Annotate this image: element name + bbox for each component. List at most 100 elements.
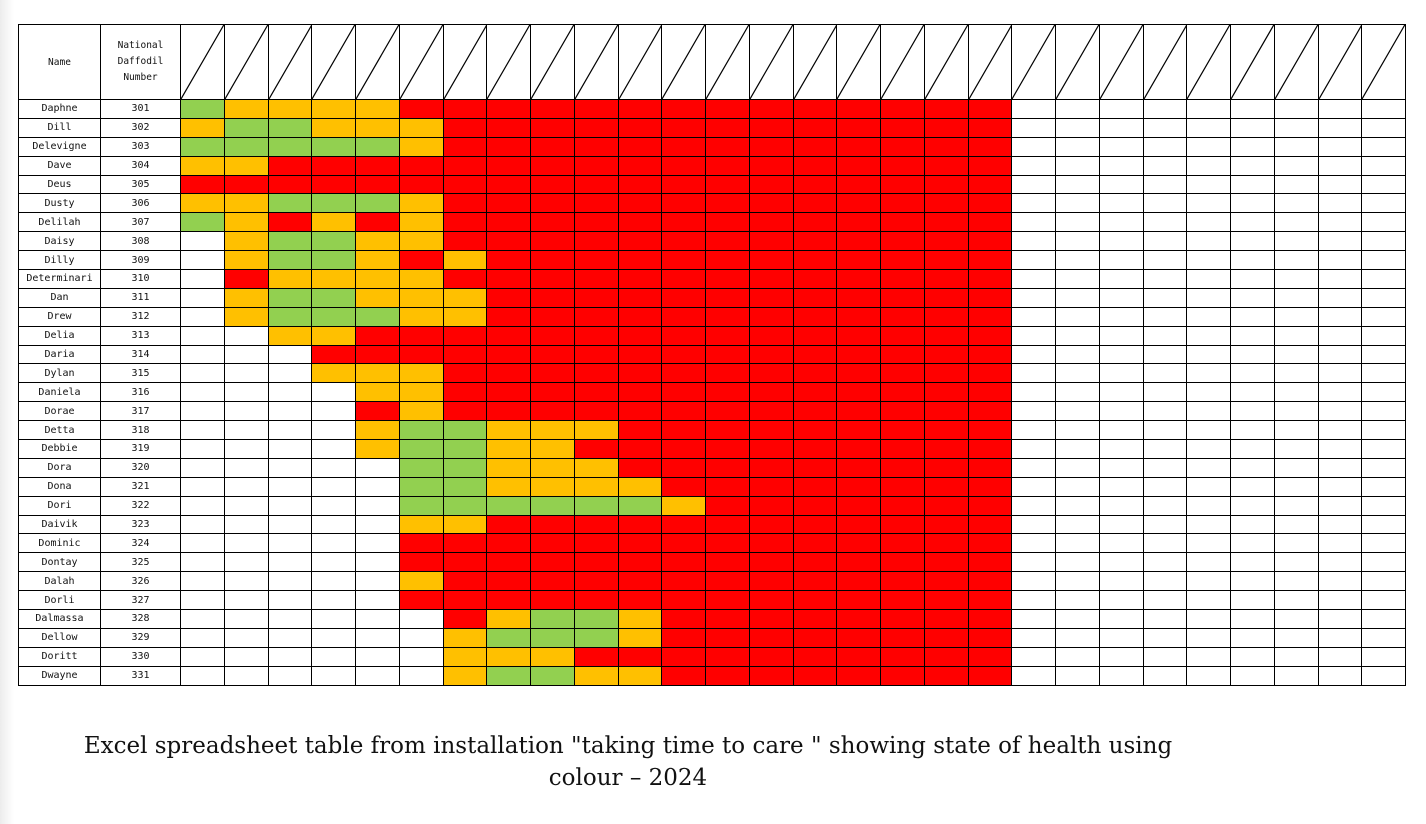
health-status-cell — [355, 136, 400, 157]
health-status-cell — [880, 212, 925, 233]
table-row: Dill 302 — [18, 117, 1406, 138]
daffodil-number-cell: 319 — [100, 439, 181, 459]
health-status-cell — [1011, 495, 1056, 516]
daffodil-number-cell: 311 — [100, 287, 181, 308]
health-status-cell — [1273, 344, 1319, 365]
health-status-cell — [617, 117, 663, 138]
health-status-cell — [223, 627, 269, 648]
health-status-cell — [311, 344, 356, 365]
health-status-cell — [180, 212, 225, 233]
health-status-cell — [180, 514, 225, 535]
health-status-cell — [573, 269, 619, 289]
health-status-cell — [530, 99, 575, 119]
health-status-cell — [617, 155, 663, 176]
health-status-cell — [836, 193, 881, 214]
health-status-cell — [180, 665, 225, 686]
name-cell: Dora — [18, 457, 101, 478]
health-status-cell — [267, 231, 313, 252]
health-status-cell — [311, 136, 356, 157]
health-status-cell — [267, 665, 313, 686]
health-status-cell — [355, 382, 400, 403]
health-status-cell — [705, 476, 750, 497]
health-status-cell — [1317, 231, 1363, 252]
table-row: Delia 313 — [18, 325, 1406, 346]
date-header — [486, 24, 531, 100]
health-status-cell — [661, 193, 706, 214]
health-status-cell — [1273, 590, 1319, 611]
health-status-cell — [705, 344, 750, 365]
health-status-cell — [398, 533, 444, 554]
health-status-cell — [1142, 590, 1188, 611]
health-status-cell — [748, 193, 794, 214]
health-status-cell — [705, 363, 750, 384]
health-status-cell — [1098, 193, 1144, 214]
health-status-cell — [1186, 231, 1231, 252]
health-status-cell — [923, 665, 969, 686]
health-status-cell — [573, 117, 619, 138]
health-status-cell — [398, 250, 444, 271]
health-status-cell — [398, 287, 444, 308]
health-status-cell — [1230, 155, 1275, 176]
health-status-cell — [1055, 212, 1100, 233]
health-status-cell — [1317, 514, 1363, 535]
health-status-cell — [1011, 382, 1056, 403]
health-status-cell — [398, 269, 444, 289]
health-status-cell — [792, 287, 838, 308]
health-status-cell — [705, 514, 750, 535]
health-status-cell — [223, 476, 269, 497]
table-row: Dave 304 — [18, 155, 1406, 176]
health-status-cell — [223, 231, 269, 252]
health-status-cell — [223, 665, 269, 686]
health-status-cell — [1011, 136, 1056, 157]
diagonal-divider — [1275, 25, 1318, 99]
health-status-cell — [705, 571, 750, 592]
health-status-cell — [573, 231, 619, 252]
health-status-cell — [967, 665, 1013, 686]
health-status-cell — [792, 155, 838, 176]
name-cell: Daria — [18, 344, 101, 365]
health-status-cell — [661, 344, 706, 365]
health-status-cell — [398, 514, 444, 535]
health-status-cell — [967, 325, 1013, 346]
name-cell: Delia — [18, 325, 101, 346]
health-status-cell — [705, 646, 750, 667]
daffodil-number-cell: 329 — [100, 627, 181, 648]
health-status-cell — [573, 514, 619, 535]
health-status-cell — [355, 231, 400, 252]
health-status-cell — [311, 193, 356, 214]
health-status-cell — [967, 590, 1013, 611]
health-status-cell — [1011, 363, 1056, 384]
health-status-cell — [880, 514, 925, 535]
health-status-cell — [267, 457, 313, 478]
health-status-cell — [1361, 627, 1406, 648]
health-status-cell — [267, 627, 313, 648]
diagonal-divider — [794, 25, 837, 99]
health-status-cell — [311, 287, 356, 308]
health-status-cell — [923, 344, 969, 365]
health-status-cell — [617, 269, 663, 289]
health-status-cell — [1142, 287, 1188, 308]
health-status-cell — [705, 155, 750, 176]
health-status-cell — [398, 231, 444, 252]
health-status-cell — [573, 495, 619, 516]
diagonal-divider — [531, 25, 574, 99]
diagonal-divider — [837, 25, 880, 99]
name-cell: Dalah — [18, 571, 101, 592]
health-status-cell — [967, 99, 1013, 119]
health-status-cell — [573, 665, 619, 686]
health-status-cell — [223, 646, 269, 667]
health-status-cell — [705, 117, 750, 138]
daffodil-number-cell: 313 — [100, 325, 181, 346]
health-status-cell — [1273, 609, 1319, 629]
health-status-cell — [180, 155, 225, 176]
health-status-cell — [311, 552, 356, 573]
health-status-cell — [573, 476, 619, 497]
health-status-cell — [355, 609, 400, 629]
health-status-cell — [530, 627, 575, 648]
health-status-cell — [880, 420, 925, 441]
health-status-cell — [180, 476, 225, 497]
health-status-cell — [180, 646, 225, 667]
header-row: Name National Daffodil Number — [18, 24, 1406, 100]
health-status-cell — [880, 287, 925, 308]
health-status-cell — [1098, 363, 1144, 384]
